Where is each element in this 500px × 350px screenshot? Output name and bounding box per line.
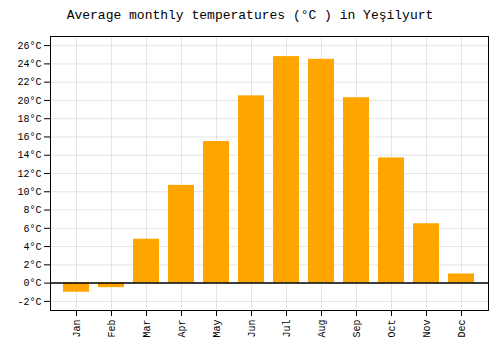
svg-text:4°C: 4°C xyxy=(23,242,41,253)
svg-text:12°C: 12°C xyxy=(17,169,41,180)
html-text:Average monthly temperatures (: Average monthly temperatures (°C ) in Ye… xyxy=(66,8,434,23)
svg-text:Oct: Oct xyxy=(387,320,398,338)
svg-text:-2°C: -2°C xyxy=(17,297,41,308)
svg-text:24°C: 24°C xyxy=(17,59,41,70)
svg-text:18°C: 18°C xyxy=(17,114,41,125)
svg-text:22°C: 22°C xyxy=(17,77,41,88)
svg-text:Feb: Feb xyxy=(107,320,118,338)
svg-text:Nov: Nov xyxy=(422,320,433,338)
svg-text:20°C: 20°C xyxy=(17,96,41,107)
svg-text:2°C: 2°C xyxy=(23,260,41,271)
svg-text:Mar: Mar xyxy=(142,320,153,338)
svg-text:14°C: 14°C xyxy=(17,150,41,161)
svg-text:Sep: Sep xyxy=(352,320,363,338)
svg-text:Apr: Apr xyxy=(177,320,188,338)
svg-text:16°C: 16°C xyxy=(17,132,41,143)
svg-text:0°C: 0°C xyxy=(23,278,41,289)
svg-text:Aug: Aug xyxy=(317,320,328,338)
svg-text:10°C: 10°C xyxy=(17,187,41,198)
svg-text:26°C: 26°C xyxy=(17,41,41,52)
svg-text:8°C: 8°C xyxy=(23,205,41,216)
svg-text:Dec: Dec xyxy=(457,320,468,338)
svg-text:6°C: 6°C xyxy=(23,224,41,235)
svg-text:Jun: Jun xyxy=(247,320,258,338)
svg-text:Jan: Jan xyxy=(72,320,83,338)
svg-text:May: May xyxy=(212,320,223,338)
svg-text:Jul: Jul xyxy=(282,320,293,338)
